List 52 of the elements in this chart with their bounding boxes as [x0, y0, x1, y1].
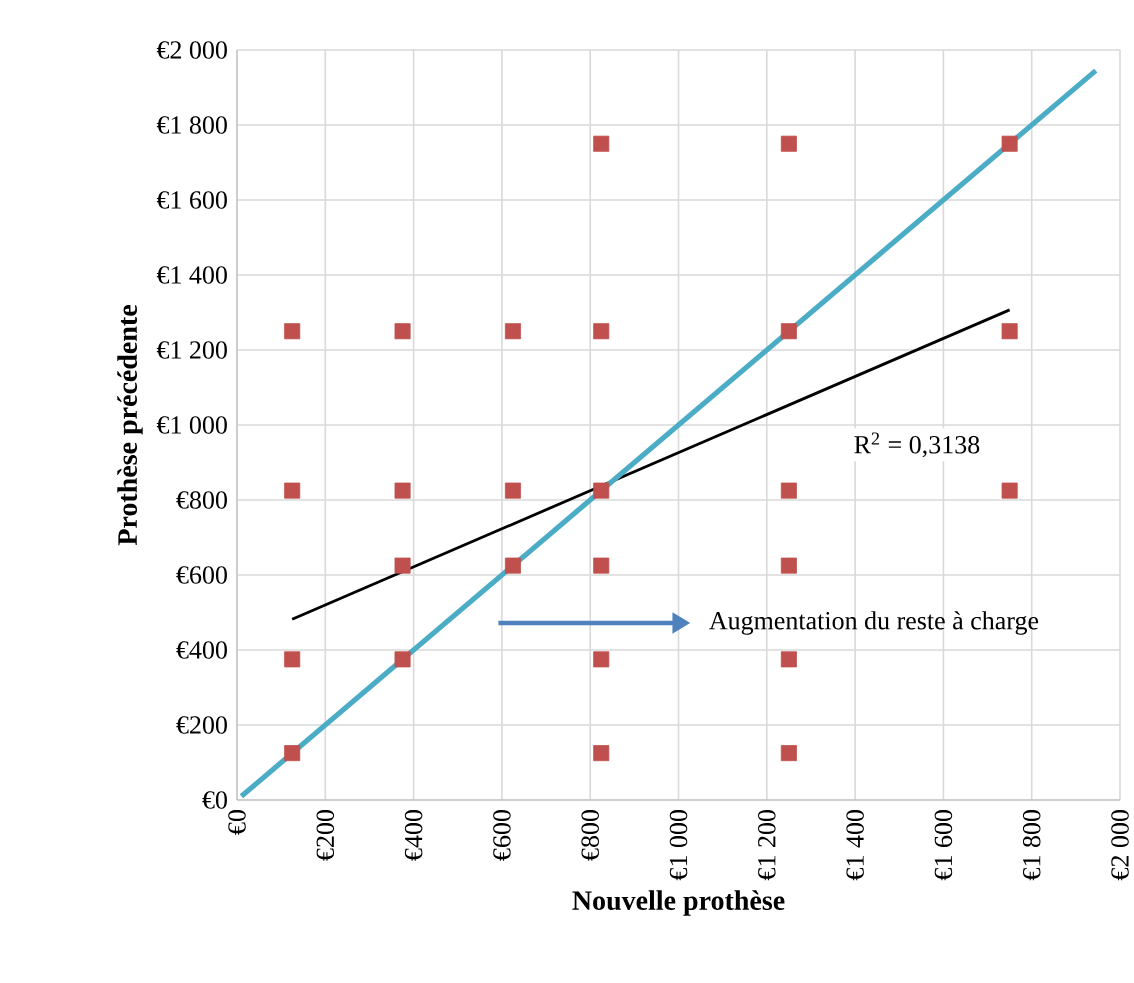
point — [780, 651, 797, 668]
point — [394, 323, 411, 340]
x-tick-label: €600 — [493, 810, 511, 861]
point — [504, 323, 521, 340]
point — [780, 557, 797, 574]
x-tick-label: €400 — [404, 810, 423, 861]
y-tick-label: €400 — [176, 641, 227, 659]
point — [780, 135, 797, 152]
point — [593, 651, 610, 668]
x-tick-label: €800 — [581, 810, 599, 861]
point — [1001, 135, 1018, 152]
x-tick-label: €1 000 — [669, 810, 688, 881]
x-tick-label: €1 800 — [1022, 810, 1041, 881]
point — [593, 745, 610, 762]
point — [284, 482, 301, 499]
annotation: R$^{2}$ = 0,3138 — [854, 432, 980, 458]
annotation: Augmentation du reste à charge — [709, 611, 1039, 635]
point — [394, 651, 411, 668]
point — [780, 745, 797, 762]
y-tick-label: €1 200 — [156, 341, 227, 359]
x-axis-title: Nouvelle prothèse — [572, 890, 785, 916]
point — [284, 745, 301, 762]
y-tick-label: €1 600 — [156, 191, 227, 209]
y-tick-label: €200 — [176, 716, 227, 734]
x-tick-label: €1 200 — [758, 810, 776, 881]
y-tick-label: €0 — [202, 791, 227, 809]
point — [780, 323, 797, 340]
y-tick-label: €1 000 — [156, 416, 227, 434]
point — [394, 482, 411, 499]
point — [1001, 323, 1018, 340]
y-tick-label: €1 400 — [156, 266, 227, 284]
x-tick-label: €1 400 — [846, 810, 864, 881]
y-axis-title: Prothèse précédente — [117, 305, 143, 546]
point — [504, 557, 521, 574]
x-tick-label: €0 — [228, 810, 246, 835]
point — [394, 557, 411, 574]
point — [284, 651, 301, 668]
point — [593, 135, 610, 152]
point — [1001, 482, 1018, 499]
point — [593, 557, 610, 574]
x-tick-label: €1 600 — [934, 810, 953, 881]
x-tick-label: €2 000 — [1111, 810, 1129, 881]
y-tick-label: €1 800 — [156, 116, 227, 134]
y-tick-label: €800 — [176, 491, 227, 509]
point — [593, 323, 610, 340]
point — [593, 482, 610, 499]
y-tick-label: €600 — [176, 566, 227, 584]
point — [504, 482, 521, 499]
point — [284, 323, 301, 340]
point — [780, 482, 797, 499]
y-tick-label: €2 000 — [156, 41, 227, 59]
x-tick-label: €200 — [316, 810, 335, 861]
